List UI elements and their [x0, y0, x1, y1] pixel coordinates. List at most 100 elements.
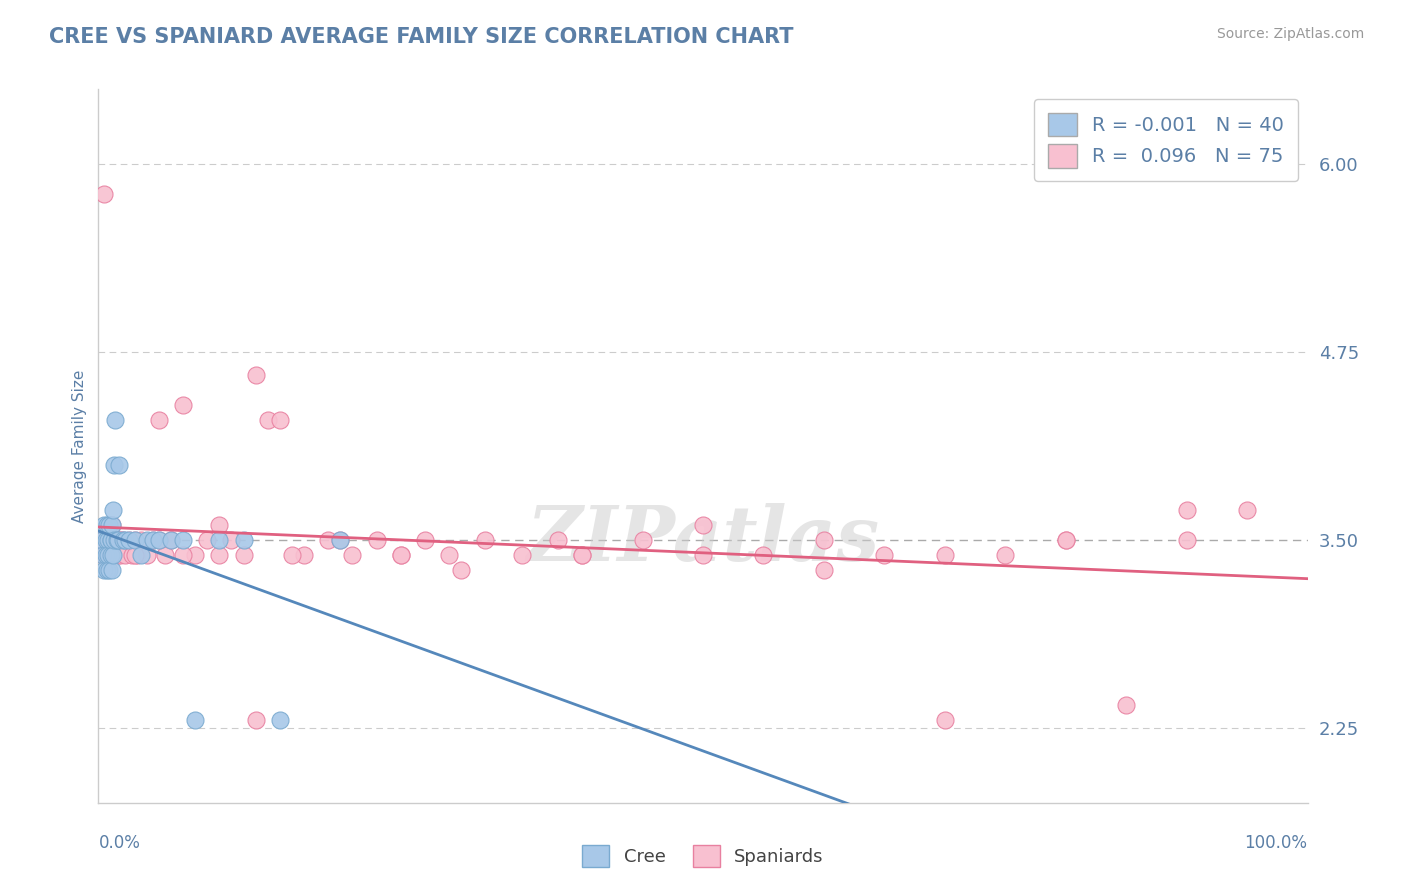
Point	[94, 548, 117, 562]
Point	[97, 533, 120, 547]
Point	[994, 548, 1017, 562]
Point	[98, 517, 121, 532]
Point	[389, 548, 412, 562]
Point	[184, 713, 207, 727]
Point	[121, 548, 143, 562]
Point	[111, 533, 134, 547]
Point	[135, 548, 157, 562]
Point	[135, 533, 157, 547]
Point	[389, 548, 412, 562]
Point	[813, 563, 835, 577]
Point	[692, 548, 714, 562]
Text: CREE VS SPANIARD AVERAGE FAMILY SIZE CORRELATION CHART: CREE VS SPANIARD AVERAGE FAMILY SIZE COR…	[49, 27, 794, 46]
Point	[413, 533, 436, 547]
Point	[232, 533, 254, 547]
Point	[474, 533, 496, 547]
Point	[245, 368, 267, 382]
Point	[100, 548, 122, 562]
Point	[96, 563, 118, 577]
Point	[1175, 503, 1198, 517]
Point	[160, 533, 183, 547]
Point	[1115, 698, 1137, 713]
Point	[208, 548, 231, 562]
Point	[91, 548, 114, 562]
Point	[110, 533, 132, 547]
Point	[172, 398, 194, 412]
Point	[148, 533, 170, 547]
Point	[91, 533, 114, 547]
Text: 100.0%: 100.0%	[1244, 834, 1308, 852]
Point	[98, 563, 121, 577]
Point	[97, 533, 120, 547]
Point	[100, 533, 122, 547]
Point	[269, 413, 291, 427]
Point	[571, 548, 593, 562]
Point	[124, 533, 146, 547]
Point	[108, 548, 131, 562]
Point	[93, 563, 115, 577]
Point	[342, 548, 364, 562]
Text: ZIPatlas: ZIPatlas	[526, 503, 880, 577]
Point	[127, 548, 149, 562]
Point	[1175, 533, 1198, 547]
Point	[153, 548, 176, 562]
Point	[172, 548, 194, 562]
Point	[1054, 533, 1077, 547]
Legend: R = -0.001   N = 40, R =  0.096   N = 75: R = -0.001 N = 40, R = 0.096 N = 75	[1033, 99, 1298, 181]
Point	[142, 533, 165, 547]
Point	[101, 548, 124, 562]
Point	[107, 533, 129, 547]
Point	[934, 713, 956, 727]
Point	[94, 548, 117, 562]
Point	[96, 533, 118, 547]
Point	[100, 563, 122, 577]
Point	[100, 517, 122, 532]
Point	[108, 533, 131, 547]
Point	[104, 548, 127, 562]
Point	[105, 533, 128, 547]
Point	[366, 533, 388, 547]
Point	[100, 533, 122, 547]
Point	[316, 533, 339, 547]
Point	[813, 533, 835, 547]
Point	[195, 533, 218, 547]
Point	[91, 548, 114, 562]
Point	[631, 533, 654, 547]
Point	[107, 548, 129, 562]
Point	[93, 517, 115, 532]
Point	[1236, 503, 1258, 517]
Y-axis label: Average Family Size: Average Family Size	[72, 369, 87, 523]
Point	[148, 413, 170, 427]
Point	[1054, 533, 1077, 547]
Point	[104, 413, 127, 427]
Point	[101, 503, 124, 517]
Point	[571, 548, 593, 562]
Point	[148, 533, 170, 547]
Legend: Cree, Spaniards: Cree, Spaniards	[575, 838, 831, 874]
Point	[450, 563, 472, 577]
Point	[752, 548, 775, 562]
Point	[208, 517, 231, 532]
Point	[100, 533, 122, 547]
Point	[692, 517, 714, 532]
Point	[208, 533, 231, 547]
Point	[93, 187, 115, 202]
Point	[232, 548, 254, 562]
Point	[108, 458, 131, 472]
Point	[269, 713, 291, 727]
Point	[103, 458, 125, 472]
Point	[105, 533, 128, 547]
Point	[437, 548, 460, 562]
Point	[873, 548, 896, 562]
Point	[245, 713, 267, 727]
Point	[329, 533, 352, 547]
Point	[142, 533, 165, 547]
Text: Source: ZipAtlas.com: Source: ZipAtlas.com	[1216, 27, 1364, 41]
Point	[100, 517, 122, 532]
Point	[510, 548, 533, 562]
Point	[111, 533, 134, 547]
Point	[547, 533, 569, 547]
Point	[292, 548, 315, 562]
Point	[98, 548, 121, 562]
Point	[103, 533, 125, 547]
